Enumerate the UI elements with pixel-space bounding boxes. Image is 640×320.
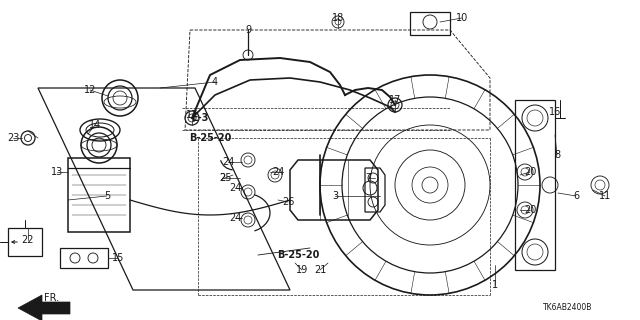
Text: 18: 18 xyxy=(332,13,344,23)
Text: 20: 20 xyxy=(524,167,536,177)
Text: 9: 9 xyxy=(245,25,251,35)
Text: 5: 5 xyxy=(104,191,110,201)
Text: 4: 4 xyxy=(212,77,218,87)
Text: 22: 22 xyxy=(22,235,35,245)
Text: 16: 16 xyxy=(549,107,561,117)
Text: 24: 24 xyxy=(272,167,284,177)
Text: 25: 25 xyxy=(219,173,231,183)
Text: 11: 11 xyxy=(599,191,611,201)
Text: 24: 24 xyxy=(229,213,241,223)
Text: 24: 24 xyxy=(222,157,234,167)
Text: 26: 26 xyxy=(282,197,294,207)
Text: 12: 12 xyxy=(84,85,96,95)
Text: 3: 3 xyxy=(332,191,338,201)
Text: 8: 8 xyxy=(554,150,560,160)
Text: 20: 20 xyxy=(524,205,536,215)
Text: B-25-20: B-25-20 xyxy=(189,133,231,143)
Text: TK6AB2400B: TK6AB2400B xyxy=(543,303,593,313)
Text: 13: 13 xyxy=(51,167,63,177)
Text: E-3: E-3 xyxy=(191,113,209,123)
Text: 1: 1 xyxy=(492,280,498,290)
Text: 2: 2 xyxy=(219,173,225,183)
Text: FR.: FR. xyxy=(44,293,60,303)
Text: 23: 23 xyxy=(7,133,19,143)
Text: 10: 10 xyxy=(456,13,468,23)
Polygon shape xyxy=(18,295,70,320)
Text: 21: 21 xyxy=(314,265,326,275)
Text: B-25-20: B-25-20 xyxy=(277,250,319,260)
Text: 19: 19 xyxy=(296,265,308,275)
Text: 24: 24 xyxy=(229,183,241,193)
Text: 7: 7 xyxy=(365,173,371,183)
Text: 6: 6 xyxy=(573,191,579,201)
Text: 17: 17 xyxy=(186,110,198,120)
Text: 14: 14 xyxy=(89,120,101,130)
Text: 15: 15 xyxy=(112,253,124,263)
Text: 17: 17 xyxy=(389,95,401,105)
